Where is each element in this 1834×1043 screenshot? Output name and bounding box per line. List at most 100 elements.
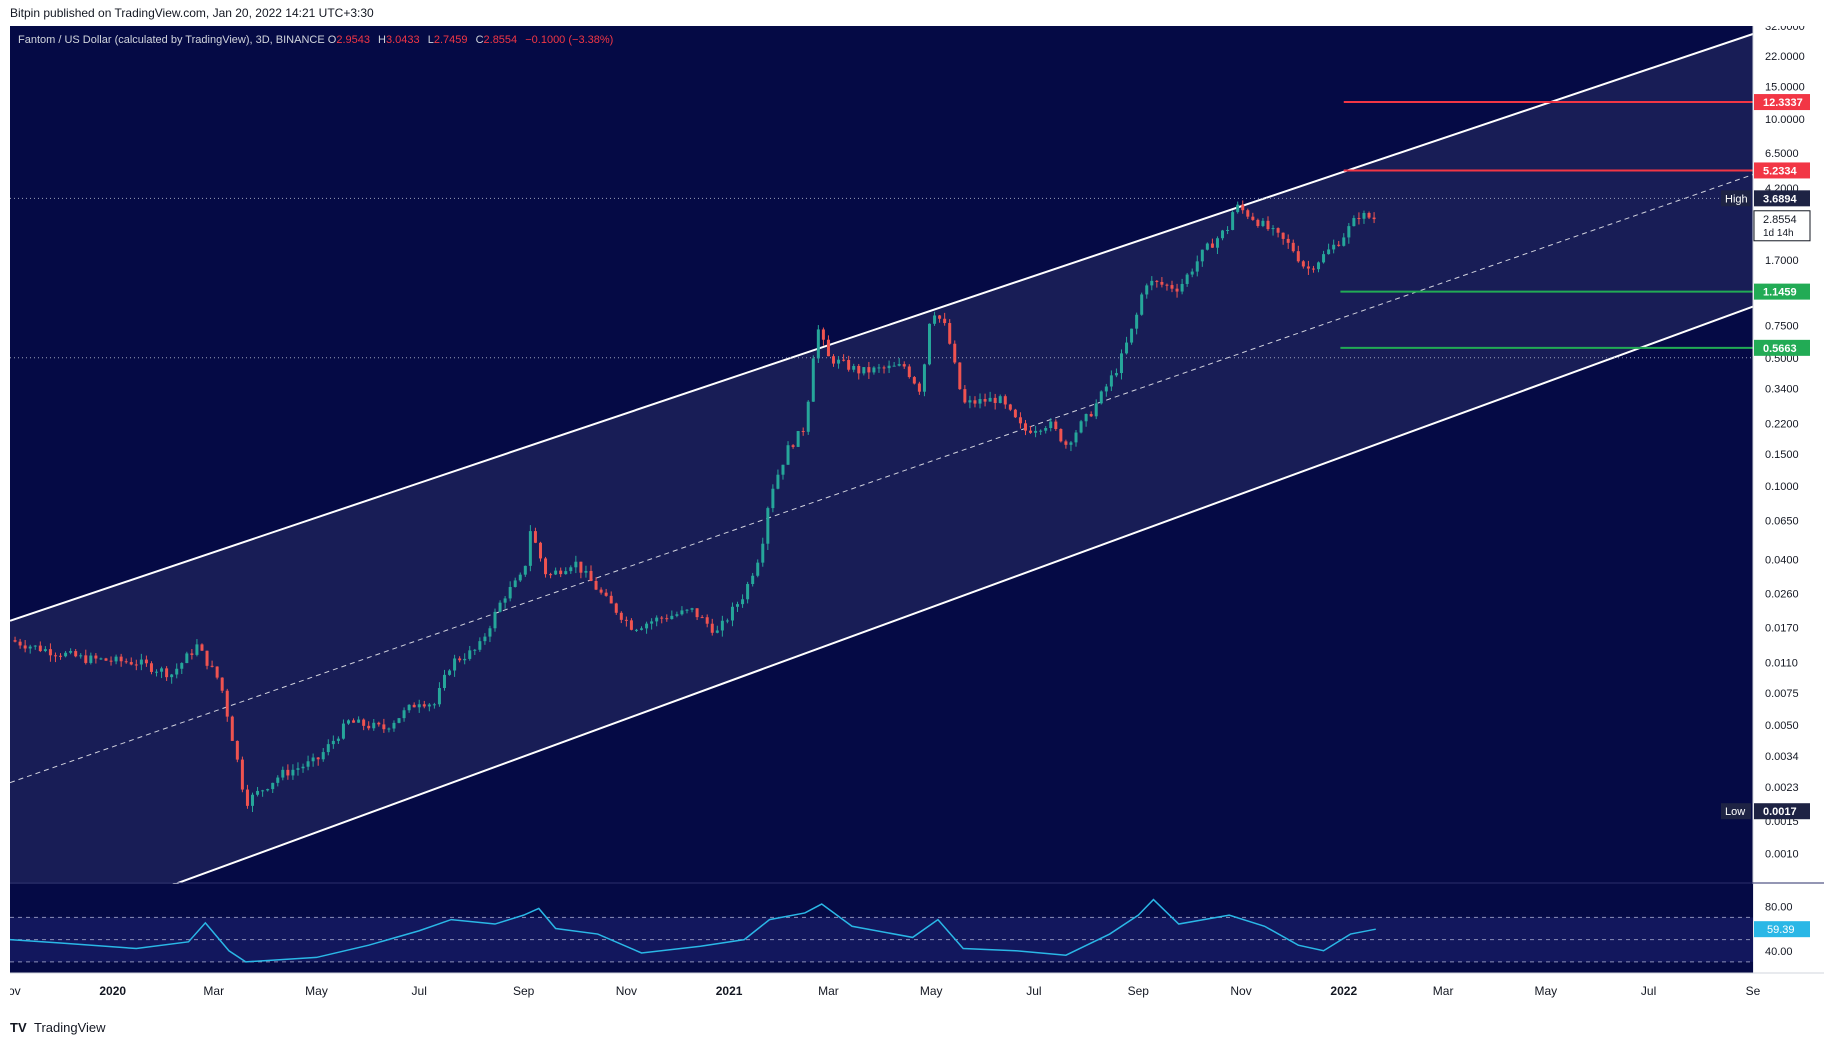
candle-body xyxy=(493,611,497,629)
candle-body xyxy=(741,599,745,605)
candle-body xyxy=(104,658,108,661)
candle-body xyxy=(331,740,335,745)
candle-body xyxy=(1044,428,1048,431)
candle-body xyxy=(665,618,669,620)
candle-body xyxy=(392,722,396,729)
price-tick-label: 0.0075 xyxy=(1765,688,1799,700)
rsi-tick-label: 80.00 xyxy=(1765,901,1793,913)
price-tick-label: 22.0000 xyxy=(1765,51,1805,63)
candle-body xyxy=(685,609,689,611)
price-tick-label: 0.0010 xyxy=(1765,849,1799,861)
candle-body xyxy=(498,602,502,612)
candle-body xyxy=(417,704,421,708)
candle-body xyxy=(362,719,366,726)
low-marker-price-label: 0.0017 xyxy=(1763,806,1797,818)
candle-body xyxy=(943,318,947,324)
candle-body xyxy=(1109,375,1113,387)
chart-frame[interactable]: Fantom / US Dollar (calculated by Tradin… xyxy=(10,26,1824,1010)
candle-body xyxy=(1251,216,1255,220)
time-tick-label: Mar xyxy=(1433,984,1454,998)
candle-body xyxy=(927,323,931,365)
candle-body xyxy=(372,722,376,729)
candle-body xyxy=(549,574,553,576)
support-1-price-label: 1.1459 xyxy=(1763,287,1797,299)
time-tick-label: May xyxy=(305,984,328,998)
candle-body xyxy=(296,768,300,770)
time-tick-label: Sep xyxy=(513,984,535,998)
candle-body xyxy=(624,619,628,621)
price-tick-label: 0.0650 xyxy=(1765,516,1799,528)
candle-body xyxy=(751,575,755,585)
time-tick-label: Jul xyxy=(1641,984,1656,998)
candle-body xyxy=(544,558,548,575)
candle-body xyxy=(579,561,583,573)
candle-body xyxy=(720,620,724,631)
candle-body xyxy=(1266,220,1270,230)
symbol-legend: Fantom / US Dollar (calculated by Tradin… xyxy=(18,34,618,46)
candle-body xyxy=(240,759,244,790)
candle-body xyxy=(220,677,224,691)
price-tick-label: 0.7500 xyxy=(1765,320,1799,332)
candle-body xyxy=(912,377,916,384)
candle-body xyxy=(523,565,527,575)
candle-body xyxy=(185,653,189,664)
candle-body xyxy=(1029,430,1033,433)
candle-body xyxy=(614,603,618,613)
candle-body xyxy=(155,671,159,673)
candle-body xyxy=(1332,244,1336,250)
candle-body xyxy=(1347,226,1351,238)
candle-body xyxy=(968,400,972,403)
candle-body xyxy=(1352,218,1356,227)
candle-body xyxy=(1003,396,1007,405)
candle-body xyxy=(402,710,406,719)
candle-body xyxy=(1317,262,1321,270)
time-tick-label: 2022 xyxy=(1330,984,1357,998)
candle-body xyxy=(1104,386,1108,392)
candle-body xyxy=(286,769,290,776)
candle-body xyxy=(1135,314,1139,329)
candle-body xyxy=(1281,232,1285,239)
candle-body xyxy=(1064,441,1068,445)
candle-body xyxy=(1210,243,1214,248)
candle-body xyxy=(887,365,891,369)
candle-body xyxy=(574,561,578,568)
candle-body xyxy=(917,383,921,392)
candle-body xyxy=(882,367,886,369)
candle-body xyxy=(48,649,52,656)
candle-body xyxy=(781,464,785,475)
channel-upper-line xyxy=(10,26,1777,622)
channel-fill xyxy=(10,26,1777,945)
candle-body xyxy=(18,641,22,646)
price-chart[interactable]: 32.000022.000015.000010.00006.50004.2000… xyxy=(10,26,1824,1010)
candle-body xyxy=(1114,373,1118,376)
candle-body xyxy=(190,653,194,655)
candle-body xyxy=(1155,280,1159,282)
candle-body xyxy=(832,356,836,364)
candle-body xyxy=(1084,414,1088,422)
candle-body xyxy=(230,716,234,741)
candle-body xyxy=(377,722,381,725)
candle-body xyxy=(1357,218,1361,220)
open-value: 2.9543 xyxy=(336,34,370,46)
high-marker-tag xyxy=(1721,190,1751,207)
candle-body xyxy=(463,658,467,661)
candle-body xyxy=(1296,251,1300,262)
support-2-price-tag xyxy=(1754,339,1810,356)
candle-body xyxy=(1301,261,1305,267)
candle-body xyxy=(180,663,184,669)
publish-attribution: Bitpin published on TradingView.com, Jan… xyxy=(10,6,374,20)
price-tick-label: 0.0034 xyxy=(1765,751,1799,763)
price-tick-label: 0.3400 xyxy=(1765,384,1799,396)
candle-body xyxy=(1119,353,1123,374)
candle-body xyxy=(266,789,270,791)
candle-body xyxy=(897,364,901,366)
candle-body xyxy=(776,474,780,489)
candle-body xyxy=(1256,219,1260,226)
time-axis xyxy=(10,973,1824,1010)
time-tick-label: May xyxy=(920,984,943,998)
time-tick-label: Jul xyxy=(1026,984,1041,998)
channel-lower-line xyxy=(10,305,1754,946)
candle-body xyxy=(973,400,977,404)
candle-body xyxy=(225,690,229,717)
candle-body xyxy=(513,580,517,587)
